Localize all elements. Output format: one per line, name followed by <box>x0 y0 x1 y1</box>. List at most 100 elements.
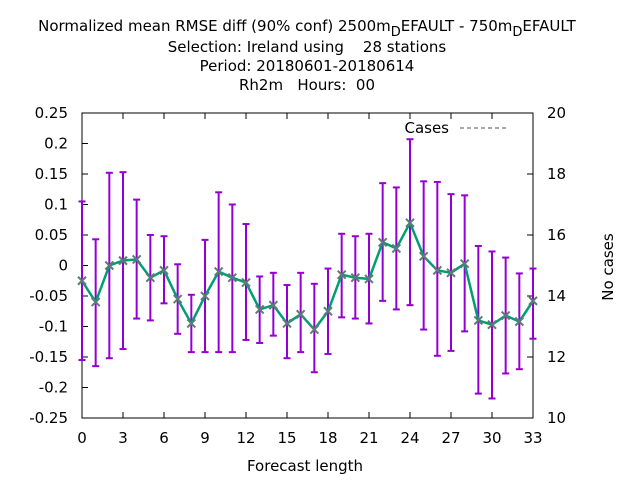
data-point <box>159 265 169 276</box>
data-point-stroke <box>241 277 251 288</box>
x-tick-label: 30 <box>482 429 501 447</box>
y-tick-label: -0.05 <box>29 287 68 305</box>
data-point <box>227 272 238 283</box>
x-tick-label: 21 <box>359 429 378 447</box>
data-point <box>77 276 87 286</box>
x-tick-label: 0 <box>77 429 87 447</box>
data-point <box>500 310 511 321</box>
data-point <box>405 218 415 228</box>
x-tick-label: 6 <box>159 429 169 447</box>
data-point-stroke <box>473 315 484 326</box>
y-axis-right: 20 18 16 14 12 10 <box>527 104 566 427</box>
data-point <box>528 296 538 306</box>
y-tick-label: 0.2 <box>44 135 68 153</box>
y-tick-label: 0.1 <box>44 196 68 214</box>
x-tick-label: 27 <box>441 429 460 447</box>
data-point-stroke <box>172 294 183 304</box>
y2-axis-label: No cases <box>599 233 617 301</box>
data-point <box>254 304 265 315</box>
data-point-stroke <box>295 309 306 320</box>
data-point <box>186 318 197 329</box>
y-tick-label: -0.15 <box>29 348 68 366</box>
data-point <box>336 269 347 280</box>
legend-label: Cases <box>404 119 449 137</box>
data-point-stroke <box>514 316 525 327</box>
x-tick-label: 33 <box>523 429 542 447</box>
data-point-stroke <box>200 291 210 301</box>
data-point-stroke <box>364 274 374 284</box>
x-tick-label: 9 <box>200 429 210 447</box>
data-point <box>364 274 374 284</box>
series-line <box>80 219 535 332</box>
data-point-stroke <box>405 218 415 228</box>
y-tick-label: 0.15 <box>35 165 68 183</box>
y-tick-label: 0 <box>58 257 68 275</box>
legend: Cases <box>404 119 506 137</box>
data-point-stroke <box>159 265 169 276</box>
data-point-stroke <box>323 306 333 316</box>
data-point-stroke <box>227 272 238 283</box>
errorbars <box>78 138 537 400</box>
y2-tick-label: 10 <box>547 409 566 427</box>
data-point-stroke <box>254 304 265 315</box>
data-point <box>268 300 279 310</box>
data-point-stroke <box>500 310 511 321</box>
chart-title-line2: Selection: Ireland using 28 stations <box>168 38 447 56</box>
x-axis: 0 3 6 9 12 15 18 21 24 27 30 33 <box>77 113 543 447</box>
y-tick-label: -0.1 <box>39 318 68 336</box>
data-point <box>432 265 443 276</box>
data-point-stroke <box>432 265 443 276</box>
data-point <box>323 306 333 316</box>
chart-title-line4: Rh2m Hours: 00 <box>239 76 375 94</box>
chart-title-line1: Normalized mean RMSE diff (90% conf) 250… <box>38 17 577 40</box>
data-point <box>350 272 361 283</box>
markers <box>77 218 538 335</box>
y2-tick-label: 14 <box>547 287 566 305</box>
data-point <box>309 324 320 335</box>
x-tick-label: 18 <box>318 429 337 447</box>
data-point-stroke <box>90 297 101 307</box>
x-tick-label: 3 <box>118 429 128 447</box>
data-point-stroke <box>418 251 429 262</box>
data-point <box>377 237 388 248</box>
y2-tick-label: 16 <box>547 226 566 244</box>
data-point <box>241 277 251 288</box>
x-tick-label: 24 <box>400 429 419 447</box>
data-point <box>514 316 525 327</box>
y2-tick-label: 18 <box>547 165 566 183</box>
y2-tick-label: 20 <box>547 104 566 122</box>
data-point <box>487 319 497 330</box>
data-point <box>459 258 470 269</box>
data-point <box>90 297 101 307</box>
y2-tick-label: 12 <box>547 348 566 366</box>
data-point-stroke <box>487 319 497 330</box>
y-tick-label: -0.25 <box>29 409 68 427</box>
data-point <box>145 272 156 283</box>
y-axis-left: 0.25 0.2 0.15 0.1 0.05 0 -0.05 -0.1 -0.15 -0.2 -0.… <box>29 104 88 427</box>
data-point-stroke <box>336 269 347 280</box>
data-point-stroke <box>350 272 361 283</box>
data-point <box>200 291 210 301</box>
data-point <box>213 266 224 277</box>
y-tick-label: 0.05 <box>35 226 68 244</box>
data-point <box>446 268 456 278</box>
x-axis-label: Forecast length <box>247 457 363 475</box>
data-point-stroke <box>377 237 388 248</box>
y-tick-label: 0.25 <box>35 104 68 122</box>
series-mean <box>80 219 535 332</box>
data-point-stroke <box>391 243 402 254</box>
data-point-stroke <box>145 272 156 283</box>
data-point-stroke <box>131 254 142 265</box>
data-point <box>418 251 429 262</box>
data-point-stroke <box>77 276 87 286</box>
data-point-stroke <box>186 318 197 329</box>
chart-title-line3: Period: 20180601-20180614 <box>200 57 415 75</box>
data-point-stroke <box>268 300 279 310</box>
data-point <box>282 318 292 329</box>
data-point <box>391 243 402 254</box>
data-point <box>172 294 183 304</box>
data-point <box>118 255 128 266</box>
x-tick-label: 15 <box>277 429 296 447</box>
data-point-stroke <box>528 296 538 306</box>
data-point-stroke <box>446 268 456 278</box>
